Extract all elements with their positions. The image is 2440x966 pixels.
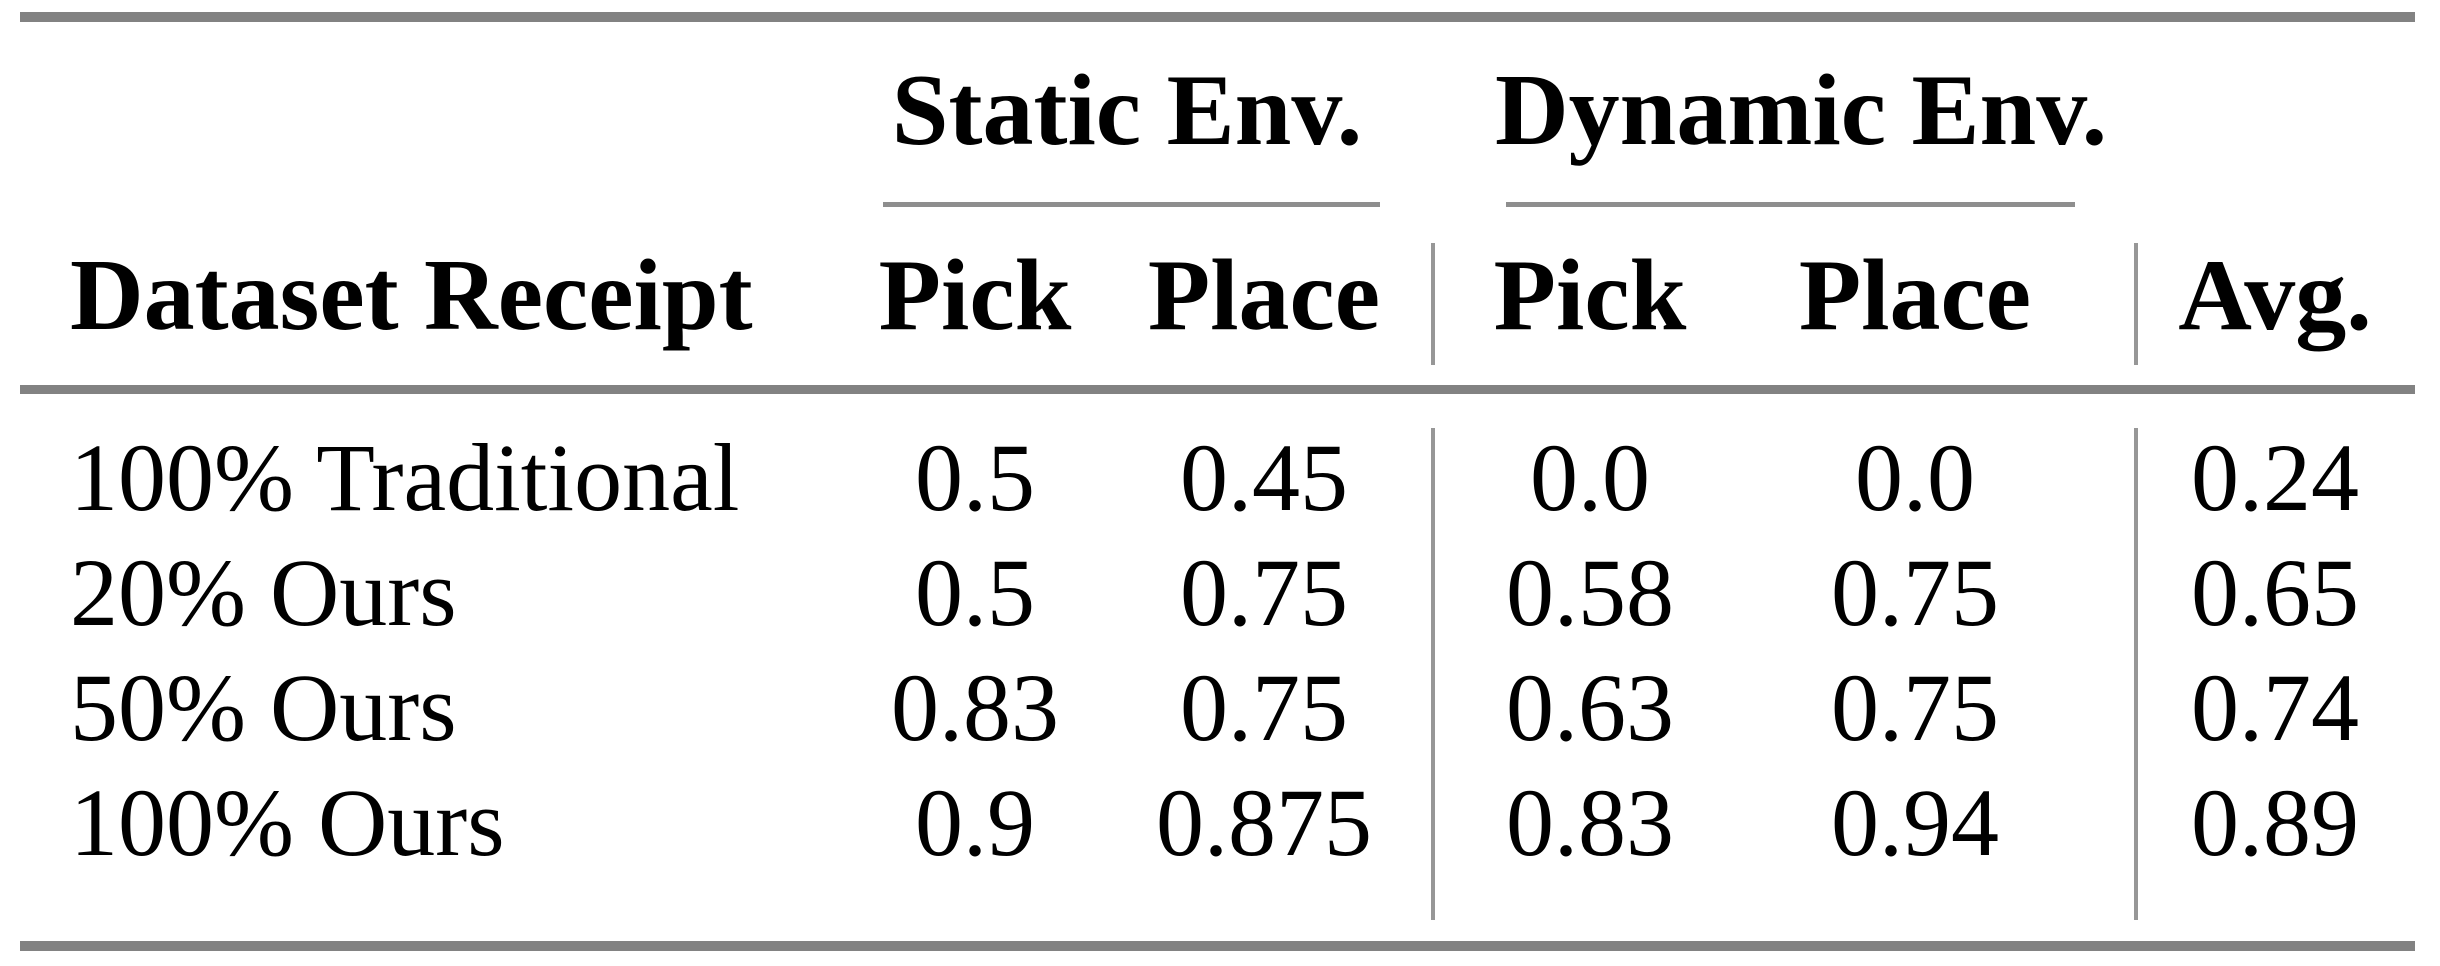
static-env-span-rule xyxy=(883,202,1380,207)
col-header-static-pick: Pick xyxy=(878,239,1072,352)
cell-r4-static-place: 0.875 xyxy=(1156,769,1372,876)
group-header-static-env: Static Env. xyxy=(891,54,1363,167)
col-header-dataset-receipt: Dataset Receipt xyxy=(70,239,753,352)
col-header-avg: Avg. xyxy=(2178,239,2372,352)
row-label-20pct-ours: 20% Ours xyxy=(70,539,457,646)
column-divider-1-body xyxy=(1431,428,1435,920)
row-label-100pct-ours: 100% Ours xyxy=(70,769,505,876)
cell-r3-dynamic-place: 0.75 xyxy=(1831,654,1999,761)
cell-r4-avg: 0.89 xyxy=(2191,769,2359,876)
cell-r1-avg: 0.24 xyxy=(2191,424,2359,531)
cell-r2-static-place: 0.75 xyxy=(1180,539,1348,646)
column-divider-1-header xyxy=(1431,243,1435,365)
cell-r4-dynamic-place: 0.94 xyxy=(1831,769,1999,876)
cell-r1-static-pick: 0.5 xyxy=(915,424,1035,531)
cell-r2-dynamic-pick: 0.58 xyxy=(1506,539,1674,646)
cell-r2-avg: 0.65 xyxy=(2191,539,2359,646)
column-divider-2-body xyxy=(2134,428,2138,920)
row-label-50pct-ours: 50% Ours xyxy=(70,654,457,761)
column-divider-2-header xyxy=(2134,243,2138,365)
row-label-100pct-traditional: 100% Traditional xyxy=(70,424,740,531)
cell-r1-dynamic-place: 0.0 xyxy=(1855,424,1975,531)
cell-r3-avg: 0.74 xyxy=(2191,654,2359,761)
group-header-dynamic-env: Dynamic Env. xyxy=(1495,54,2108,167)
col-header-static-place: Place xyxy=(1147,239,1381,352)
header-mid-rule xyxy=(20,385,2415,394)
cell-r1-static-place: 0.45 xyxy=(1180,424,1348,531)
cell-r3-dynamic-pick: 0.63 xyxy=(1506,654,1674,761)
cell-r3-static-place: 0.75 xyxy=(1180,654,1348,761)
cell-r3-static-pick: 0.83 xyxy=(891,654,1059,761)
table-top-rule xyxy=(20,12,2415,22)
col-header-dynamic-place: Place xyxy=(1798,239,2032,352)
cell-r2-static-pick: 0.5 xyxy=(915,539,1035,646)
dynamic-env-span-rule xyxy=(1506,202,2075,207)
cell-r4-static-pick: 0.9 xyxy=(915,769,1035,876)
cell-r2-dynamic-place: 0.75 xyxy=(1831,539,1999,646)
col-header-dynamic-pick: Pick xyxy=(1493,239,1687,352)
cell-r1-dynamic-pick: 0.0 xyxy=(1530,424,1650,531)
table-bottom-rule xyxy=(20,941,2415,951)
cell-r4-dynamic-pick: 0.83 xyxy=(1506,769,1674,876)
